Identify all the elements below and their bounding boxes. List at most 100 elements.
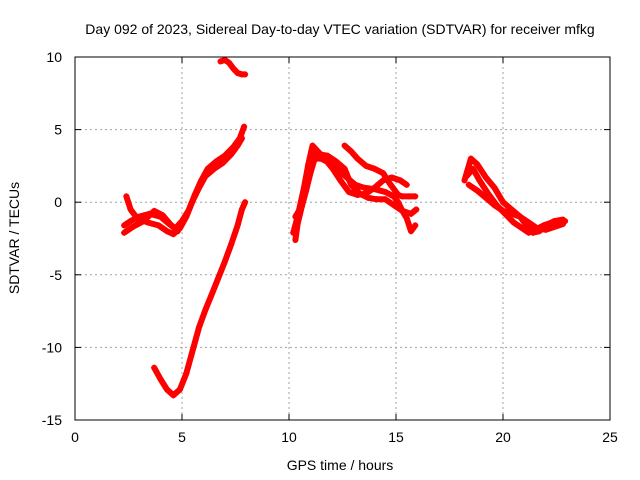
data-point [388,174,395,181]
data-point [221,56,228,63]
series-track [292,155,419,243]
data-point [242,199,249,206]
data-point [337,177,344,184]
data-point [467,155,474,162]
data-point [474,187,481,194]
y-axis-title: SDTVAR / TECUs [6,182,22,294]
data-point [403,181,410,188]
y-tick-label: -10 [42,339,62,355]
y-tick-label: -15 [42,412,62,428]
data-point [151,207,158,214]
data-point [183,213,190,220]
series-track-i [341,142,419,200]
series-track-l [465,181,566,233]
data-point [151,364,158,371]
data-point [500,199,506,206]
data-point [140,218,147,225]
data-point [221,258,228,265]
data-point [234,222,241,229]
data-point [510,219,517,226]
data-point [238,206,245,213]
data-point [202,306,209,313]
y-tick-label: 10 [46,49,62,65]
data-point [508,210,515,217]
data-point [300,184,307,191]
data-point [157,376,164,383]
data-point [529,229,536,236]
data-point [407,228,414,235]
data-point [395,199,402,206]
data-point [155,222,162,229]
data-point [491,184,498,191]
data-point [241,123,248,130]
data-point [234,142,241,149]
data-point [196,184,203,191]
data-point [470,165,477,172]
data-point [399,207,406,214]
data-point [341,142,348,149]
data-point [305,161,312,168]
data-point [196,324,203,331]
data-point [491,202,498,209]
data-point [485,190,492,197]
series-track [121,123,248,232]
axis-ticks [74,56,611,421]
chart-title: Day 092 of 2023, Sidereal Day-to-day VTE… [85,21,594,37]
data-point [309,142,316,149]
x-tick-label: 15 [388,429,404,445]
x-tick-labels: 0 5 10 15 20 25 [71,429,618,445]
data-point [168,222,175,229]
data-point [228,241,235,248]
x-tick-label: 20 [495,429,511,445]
x-tick-label: 0 [71,429,79,445]
data-point [412,193,419,200]
data-point [482,174,489,181]
data-point [290,229,297,236]
data-point [407,210,414,217]
x-tick-label: 10 [281,429,297,445]
data-point [412,222,419,229]
data-point [476,177,483,184]
data-point [121,222,128,229]
data-point [461,177,468,184]
data-point [202,173,209,180]
data-point [354,155,361,162]
data-point [170,231,177,238]
data-point [121,229,128,236]
data-point [189,347,196,354]
data-point [333,158,340,165]
data-point [238,135,245,142]
data-point [242,71,249,78]
data-point [390,202,397,209]
data-point [465,181,472,188]
series-track [151,199,249,399]
data-point [345,189,352,196]
data-point [348,148,355,155]
x-tick-label: 25 [602,429,618,445]
data-point [397,177,404,184]
data-point [127,218,134,225]
data-point [517,213,524,220]
series-track-e [217,56,249,78]
data-point [551,218,558,225]
data-point [234,69,241,76]
data-point [399,193,406,200]
x-axis-title: GPS time / hours [287,457,394,473]
data-point [534,225,541,232]
data-point [413,206,420,213]
data-point [159,212,166,219]
data-point [390,186,397,193]
data-point [382,196,389,203]
data-point [219,159,226,166]
data-point [208,290,215,297]
data-point [386,180,393,187]
data-point [320,154,327,161]
data-point [348,181,355,188]
series-track-d [151,199,249,399]
plot-frame [74,56,611,421]
data-point [371,184,378,191]
data-point [328,164,335,171]
data-point [403,215,410,222]
data-point [174,228,181,235]
data-point [226,59,233,66]
